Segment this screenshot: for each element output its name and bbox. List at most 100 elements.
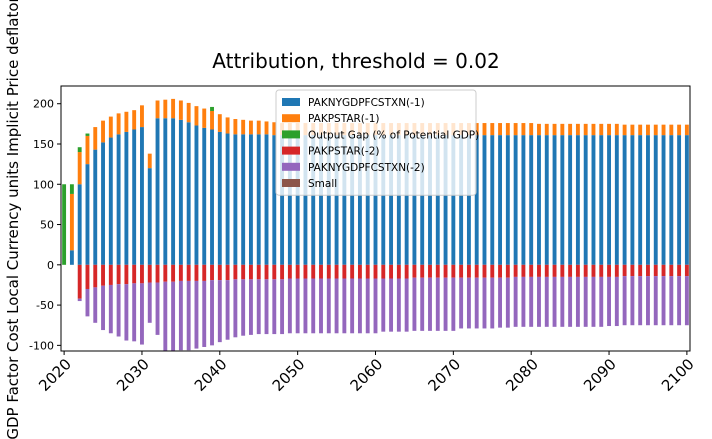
bar-segment-3 (677, 264, 682, 277)
x-tick-label: 2020 (35, 355, 75, 395)
bar-segment-3 (420, 264, 425, 278)
bar-segment-0 (474, 135, 479, 265)
bar-segment-1 (194, 106, 199, 126)
bar-segment-3 (459, 264, 464, 278)
legend-swatch-5 (282, 179, 300, 187)
legend-label-2: Output Gap (% of Potential GDP) (308, 129, 479, 141)
bar-segment-0 (365, 135, 370, 265)
bar-segment-4 (140, 283, 144, 345)
bar-segment-0 (684, 135, 689, 265)
bar-segment-3 (334, 264, 339, 279)
bar-segment-3 (342, 264, 347, 279)
bar-segment-0 (614, 135, 619, 265)
bar-segment-1 (116, 113, 121, 135)
bar-segment-1 (591, 123, 596, 136)
bar-segment-3 (225, 264, 230, 281)
bar-segment-4 (498, 277, 503, 328)
bar-segment-4 (77, 298, 82, 302)
bar-segment-0 (287, 135, 292, 265)
bar-segment-3 (210, 264, 214, 281)
bar-segment-4 (256, 279, 261, 335)
bar-segment-3 (280, 264, 285, 280)
bar-segment-3 (529, 264, 534, 277)
bar-segment-4 (482, 277, 487, 329)
bar-segment-1 (256, 120, 261, 135)
bar-segment-4 (420, 277, 425, 331)
bar-segment-0 (132, 129, 137, 265)
bar-segment-0 (599, 135, 604, 265)
bar-segment-3 (505, 264, 510, 278)
bar-segment-0 (319, 135, 323, 265)
bar-segment-4 (544, 276, 549, 327)
bar-segment-3 (482, 264, 487, 278)
bar-segment-1 (521, 123, 526, 136)
bar-segment-0 (381, 135, 386, 265)
bar-segment-4 (365, 278, 370, 334)
bar-segment-3 (412, 264, 417, 278)
bar-segment-4 (326, 278, 331, 334)
bar-segment-3 (622, 264, 627, 277)
bar-segment-1 (132, 110, 137, 130)
bar-segment-1 (155, 100, 160, 119)
bar-segment-4 (280, 279, 285, 335)
bar-segment-3 (163, 264, 168, 282)
bar-segment-4 (381, 278, 386, 332)
bar-segment-0 (435, 135, 440, 265)
bar-segment-1 (264, 121, 269, 135)
bar-segment-0 (583, 135, 588, 265)
bar-segment-1 (529, 123, 534, 136)
bar-segment-3 (202, 264, 207, 281)
bar-segment-4 (132, 283, 137, 342)
bar-segment-3 (287, 264, 292, 279)
bar-segment-3 (389, 264, 394, 279)
bar-segment-0 (210, 129, 214, 265)
bar-segment-3 (653, 264, 658, 277)
bar-segment-1 (684, 124, 689, 136)
bar-segment-0 (256, 134, 261, 265)
bar-segment-3 (365, 264, 370, 279)
bar-segment-1 (646, 124, 650, 136)
bar-segment-0 (661, 135, 666, 265)
y-tick-label: 0 (47, 259, 54, 272)
bar-segment-3 (404, 264, 409, 279)
bar-segment-4 (147, 282, 152, 323)
bar-segment-4 (669, 276, 674, 326)
bar-segment-4 (677, 276, 682, 326)
y-tick-label: 150 (33, 138, 54, 151)
bar-segment-3 (661, 264, 666, 277)
bar-segment-3 (147, 264, 152, 283)
bar-segment-1 (178, 100, 183, 120)
bar-segment-4 (490, 277, 495, 329)
bar-segment-4 (521, 276, 526, 327)
bar-segment-4 (614, 276, 619, 327)
bar-segment-0 (537, 135, 541, 265)
bar-segment-0 (389, 135, 394, 265)
bar-segment-1 (85, 135, 90, 165)
bar-segment-4 (591, 276, 596, 327)
bar-segment-3 (396, 264, 401, 279)
legend-label-1: PAKPSTAR(-1) (308, 113, 379, 125)
bar-segment-3 (233, 264, 238, 280)
bar-segment-3 (451, 264, 456, 278)
bar-segment-3 (684, 264, 689, 277)
legend-swatch-2 (282, 130, 300, 139)
bar-segment-4 (404, 278, 409, 332)
bar-segment-0 (669, 135, 674, 265)
bar-segment-3 (669, 264, 674, 277)
bar-segment-0 (93, 149, 98, 265)
bar-segment-4 (552, 276, 557, 327)
bar-segment-4 (684, 276, 689, 326)
legend-label-0: PAKNYGDPFCSTXN(-1) (308, 97, 425, 109)
bar-segment-4 (560, 276, 565, 327)
bar-segment-1 (225, 117, 230, 134)
bar-segment-4 (389, 278, 394, 332)
bar-segment-4 (225, 280, 230, 340)
bar-segment-0 (178, 119, 183, 265)
bar-segment-3 (513, 264, 518, 277)
bar-segment-1 (575, 123, 580, 136)
bar-segment-1 (101, 120, 105, 143)
bar-segment-0 (350, 135, 355, 265)
bar-segment-2 (77, 147, 82, 153)
bar-segment-0 (264, 134, 269, 265)
bar-segment-4 (248, 279, 253, 335)
